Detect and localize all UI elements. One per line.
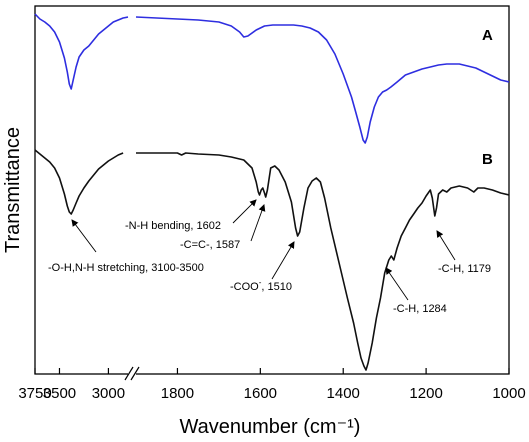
annotation-oh-stretching: -O-H,N-H stretching, 3100-3500 [48, 262, 204, 274]
annotation-nh-bending: -N-H bending, 1602 [125, 220, 221, 232]
annotation-arrow-ch-1284 [385, 267, 409, 301]
x-tick-label-3000: 3000 [92, 385, 125, 402]
axis-break-slash-1 [124, 366, 134, 381]
annotation-cc: -C=C-, 1587 [180, 239, 240, 251]
annotation-coo-main: -COO [230, 281, 259, 293]
axis-break-gap [128, 368, 136, 380]
annotation-coo-tail: , 1510 [261, 281, 292, 293]
y-axis-title: Transmittance [2, 127, 24, 253]
series-B-line-segment-1 [34, 149, 124, 215]
x-tick-label-1000: 1000 [492, 385, 525, 402]
x-axis-title: Wavenumber (cm⁻¹) [180, 416, 361, 438]
series-B-line-segment-2 [136, 152, 510, 371]
series-A-line-segment-1 [34, 13, 129, 90]
annotations: -O-H,N-H stretching, 3100-3500 -N-H bend… [48, 199, 491, 315]
x-tick-label-3750: 3750 [18, 385, 51, 402]
annotation-arrow-coo [271, 241, 295, 280]
series-label-A: A [482, 27, 493, 44]
series-label-B: B [482, 151, 493, 168]
series-group [34, 13, 510, 371]
annotation-arrow-nh [232, 199, 257, 224]
x-tick-label-1200: 1200 [409, 385, 442, 402]
x-tick-label-1800: 1800 [161, 385, 194, 402]
axis-break-slash-2 [130, 366, 140, 381]
annotation-coo: -COO-, 1510 [230, 278, 292, 293]
x-tick-label-3500: 3500 [43, 385, 76, 402]
annotation-arrow-ch-1179 [436, 230, 456, 261]
annotation-arrow-oh [71, 219, 97, 253]
x-tick-label-1400: 1400 [327, 385, 360, 402]
series-A-line-segment-2 [135, 16, 510, 144]
annotation-ch-1284: -C-H, 1284 [393, 303, 447, 315]
plot-frame [34, 5, 510, 375]
x-tick-label-1600: 1600 [244, 385, 277, 402]
annotation-coo-sup: - [259, 278, 262, 287]
annotation-arrow-cc [250, 204, 266, 242]
annotation-ch-1179: -C-H, 1179 [438, 263, 491, 275]
axis-break-marker [124, 366, 140, 381]
